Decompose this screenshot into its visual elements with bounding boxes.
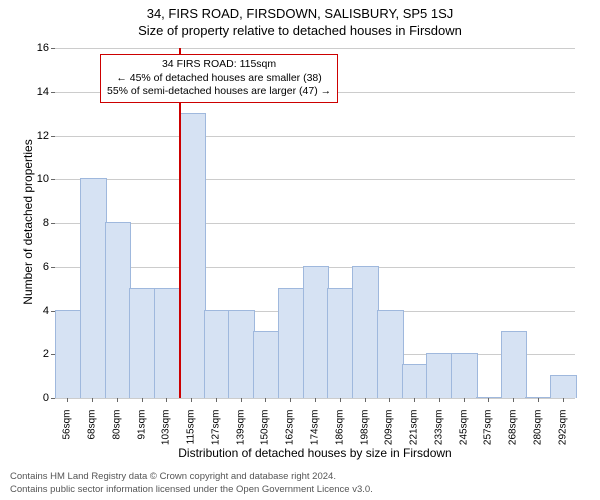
title-subtitle: Size of property relative to detached ho…: [0, 21, 600, 38]
x-tick-mark: [464, 398, 465, 402]
bar: [426, 353, 453, 398]
footer: Contains HM Land Registry data © Crown c…: [10, 471, 373, 496]
x-tick-label: 221sqm: [409, 410, 420, 460]
y-tick-label: 6: [19, 261, 49, 273]
x-tick-mark: [290, 398, 291, 402]
bar: [377, 310, 404, 399]
bar: [327, 288, 354, 398]
bar: [303, 266, 330, 398]
x-tick-label: 80sqm: [111, 410, 122, 460]
annotation-line-3: 55% of semi-detached houses are larger (…: [107, 85, 331, 99]
x-tick-label: 257sqm: [483, 410, 494, 460]
x-tick-label: 68sqm: [87, 410, 98, 460]
x-tick-label: 150sqm: [260, 410, 271, 460]
title-address: 34, FIRS ROAD, FIRSDOWN, SALISBURY, SP5 …: [0, 0, 600, 21]
x-tick-mark: [92, 398, 93, 402]
x-tick-mark: [488, 398, 489, 402]
x-tick-mark: [389, 398, 390, 402]
y-tick-mark: [51, 179, 55, 180]
y-tick-label: 16: [19, 42, 49, 54]
x-tick-mark: [563, 398, 564, 402]
gridline: [55, 48, 575, 49]
bar: [228, 310, 255, 399]
y-tick-mark: [51, 398, 55, 399]
y-tick-label: 2: [19, 348, 49, 360]
x-tick-label: 292sqm: [557, 410, 568, 460]
bar: [550, 375, 577, 398]
y-tick-label: 0: [19, 392, 49, 404]
y-tick-mark: [51, 136, 55, 137]
x-tick-mark: [142, 398, 143, 402]
y-tick-label: 14: [19, 86, 49, 98]
gridline: [55, 136, 575, 137]
x-tick-label: 91sqm: [136, 410, 147, 460]
x-tick-mark: [414, 398, 415, 402]
x-tick-label: 268sqm: [508, 410, 519, 460]
x-tick-label: 186sqm: [334, 410, 345, 460]
x-tick-mark: [365, 398, 366, 402]
x-tick-mark: [513, 398, 514, 402]
x-tick-mark: [166, 398, 167, 402]
bar: [501, 331, 528, 398]
x-tick-mark: [67, 398, 68, 402]
x-tick-label: 245sqm: [458, 410, 469, 460]
y-tick-label: 10: [19, 173, 49, 185]
x-tick-mark: [538, 398, 539, 402]
bar: [278, 288, 305, 398]
x-tick-mark: [265, 398, 266, 402]
x-tick-label: 280sqm: [532, 410, 543, 460]
x-tick-mark: [340, 398, 341, 402]
bar: [179, 113, 206, 398]
x-tick-label: 174sqm: [310, 410, 321, 460]
x-tick-mark: [117, 398, 118, 402]
annotation-line-2: ← 45% of detached houses are smaller (38…: [107, 72, 331, 86]
x-tick-label: 233sqm: [433, 410, 444, 460]
x-tick-label: 209sqm: [384, 410, 395, 460]
bar: [154, 288, 181, 398]
x-tick-label: 127sqm: [210, 410, 221, 460]
bar: [451, 353, 478, 398]
bar: [525, 397, 552, 398]
footer-line-1: Contains HM Land Registry data © Crown c…: [10, 471, 373, 483]
y-tick-label: 4: [19, 305, 49, 317]
x-tick-mark: [216, 398, 217, 402]
y-tick-mark: [51, 48, 55, 49]
x-tick-label: 139sqm: [235, 410, 246, 460]
x-tick-mark: [241, 398, 242, 402]
gridline: [55, 223, 575, 224]
y-tick-mark: [51, 267, 55, 268]
bar: [253, 331, 280, 398]
annotation-box: 34 FIRS ROAD: 115sqm ← 45% of detached h…: [100, 54, 338, 103]
bar: [402, 364, 429, 398]
x-tick-label: 103sqm: [161, 410, 172, 460]
chart-container: 34, FIRS ROAD, FIRSDOWN, SALISBURY, SP5 …: [0, 0, 600, 500]
annotation-line-1: 34 FIRS ROAD: 115sqm: [107, 58, 331, 72]
bar: [80, 178, 107, 398]
x-tick-label: 56sqm: [62, 410, 73, 460]
x-tick-label: 198sqm: [359, 410, 370, 460]
bar: [105, 222, 132, 398]
bar: [129, 288, 156, 398]
x-tick-mark: [439, 398, 440, 402]
bar: [204, 310, 231, 399]
footer-line-2: Contains public sector information licen…: [10, 484, 373, 496]
x-tick-label: 162sqm: [285, 410, 296, 460]
x-tick-label: 115sqm: [186, 410, 197, 460]
bar: [352, 266, 379, 398]
x-tick-mark: [191, 398, 192, 402]
y-tick-mark: [51, 92, 55, 93]
y-tick-label: 12: [19, 130, 49, 142]
gridline: [55, 179, 575, 180]
y-tick-mark: [51, 223, 55, 224]
x-tick-mark: [315, 398, 316, 402]
bar: [55, 310, 82, 399]
y-tick-label: 8: [19, 217, 49, 229]
